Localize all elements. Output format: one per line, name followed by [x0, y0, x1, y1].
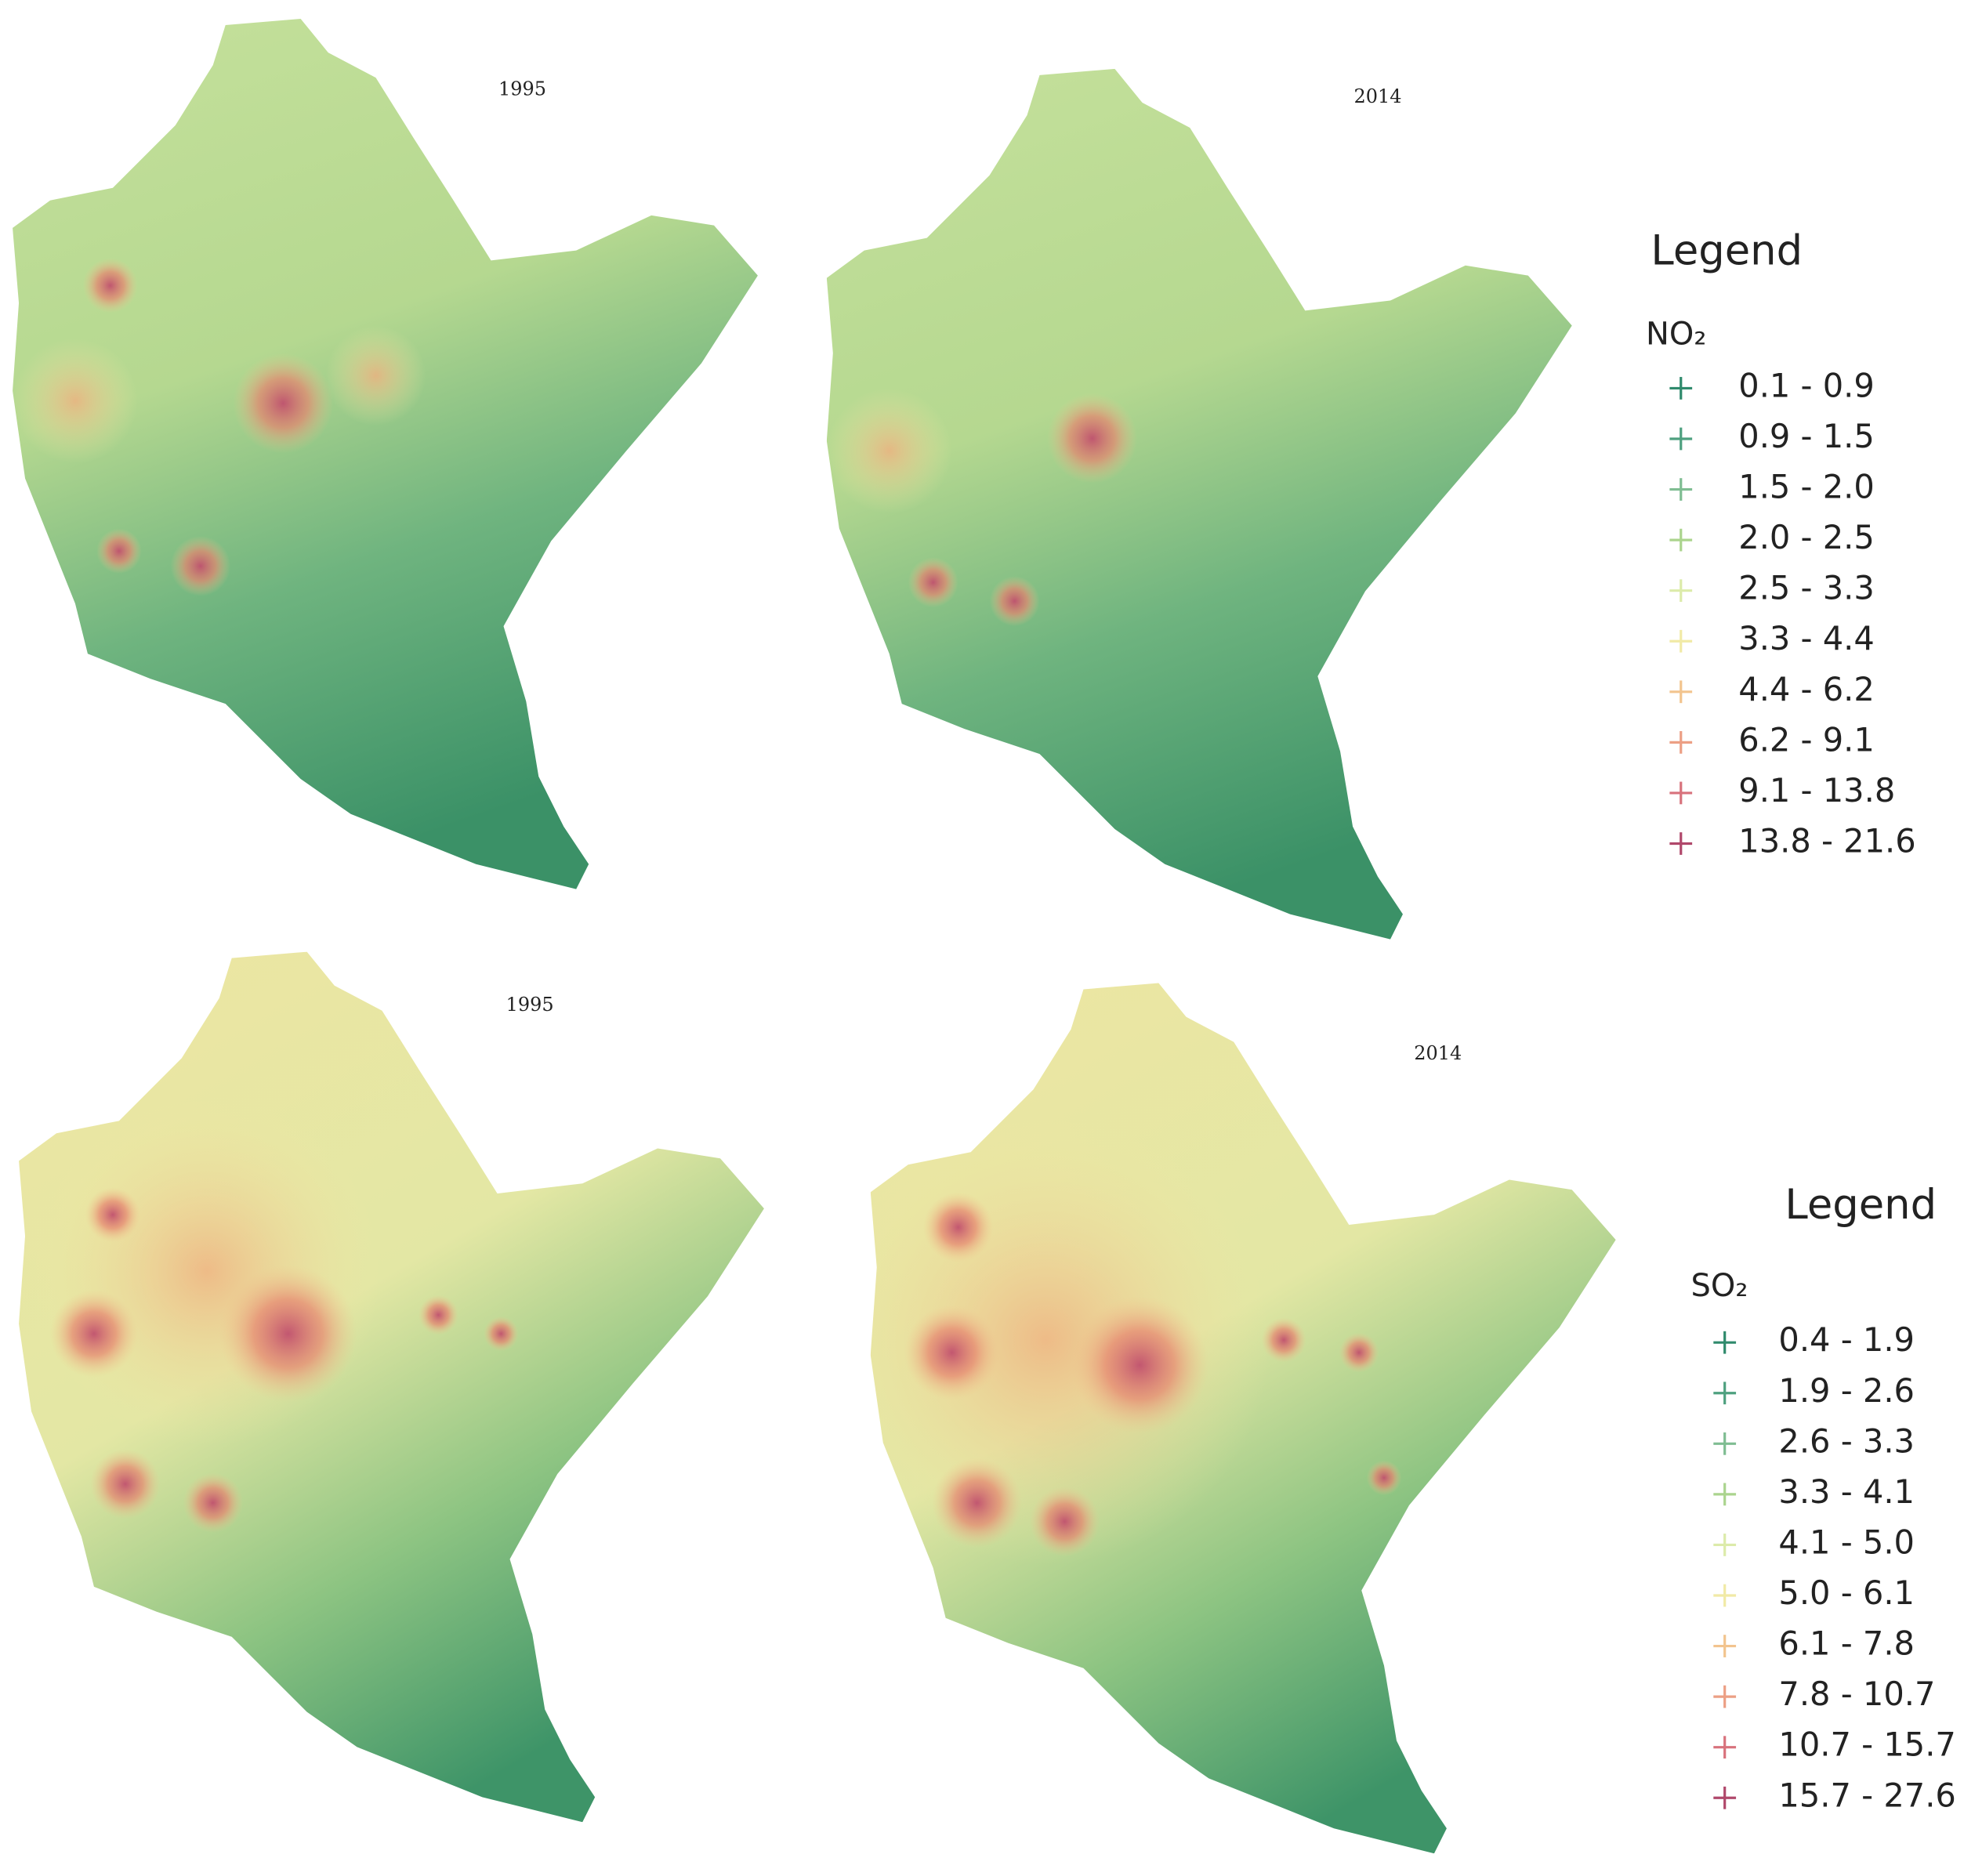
- legend-item: 10.7 - 15.7: [1778, 1726, 1955, 1764]
- legend-variable: NO₂: [1646, 316, 1706, 352]
- map-no2-2014: [826, 68, 1572, 940]
- legend-item: 13.8 - 21.6: [1738, 822, 1915, 860]
- map-no2-1995: [13, 18, 758, 889]
- legend-item: 3.3 - 4.1: [1778, 1472, 1915, 1511]
- legend-item: 1.9 - 2.6: [1778, 1371, 1915, 1410]
- legend-item: 3.3 - 4.4: [1738, 619, 1875, 657]
- map-title: 2014: [1414, 1042, 1462, 1064]
- map-title: 1995: [498, 78, 546, 100]
- legend-item: 9.1 - 13.8: [1738, 771, 1895, 809]
- legend-item: 6.1 - 7.8: [1778, 1624, 1915, 1663]
- legend-item: 2.5 - 3.3: [1738, 569, 1875, 607]
- legend-title: Legend: [1651, 226, 1803, 274]
- legend-item: 15.7 - 27.6: [1778, 1776, 1955, 1814]
- map-title: 2014: [1354, 85, 1402, 107]
- legend-item: 4.1 - 5.0: [1778, 1523, 1915, 1561]
- legend-item: 2.6 - 3.3: [1778, 1421, 1915, 1460]
- legend-item: 0.4 - 1.9: [1778, 1320, 1915, 1359]
- map-so2-2014: [870, 983, 1616, 1854]
- legend-variable: SO₂: [1691, 1268, 1748, 1304]
- legend-item: 6.2 - 9.1: [1738, 720, 1875, 759]
- map-title: 1995: [506, 994, 554, 1016]
- legend-item: 4.4 - 6.2: [1738, 670, 1875, 708]
- legend-item: 0.1 - 0.9: [1738, 366, 1875, 404]
- legend-item: 1.5 - 2.0: [1738, 468, 1875, 506]
- legend-item: 0.9 - 1.5: [1738, 417, 1875, 455]
- legend-item: 2.0 - 2.5: [1738, 518, 1875, 556]
- legend-title: Legend: [1785, 1181, 1937, 1229]
- map-so2-1995: [19, 951, 764, 1823]
- legend-item: 5.0 - 6.1: [1778, 1574, 1915, 1612]
- legend-item: 7.8 - 10.7: [1778, 1675, 1935, 1713]
